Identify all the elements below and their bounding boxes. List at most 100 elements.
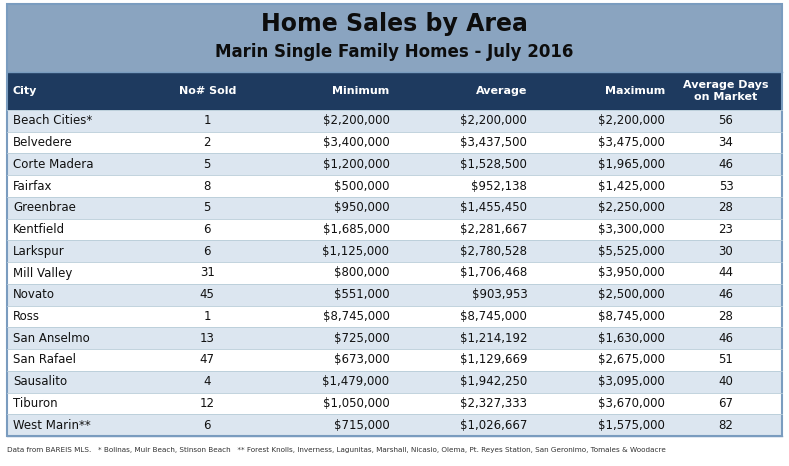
Text: 4: 4 xyxy=(204,375,211,388)
Text: $2,200,000: $2,200,000 xyxy=(323,114,390,127)
Text: Belvedere: Belvedere xyxy=(13,136,73,149)
Text: Ross: Ross xyxy=(13,310,40,323)
Text: 28: 28 xyxy=(719,201,734,214)
Text: 40: 40 xyxy=(719,375,734,388)
Text: San Anselmo: San Anselmo xyxy=(13,332,90,345)
Bar xyxy=(7,4,782,72)
Bar xyxy=(7,219,782,240)
Text: 47: 47 xyxy=(200,353,215,366)
Bar xyxy=(7,197,782,219)
Text: $1,129,669: $1,129,669 xyxy=(460,353,527,366)
Text: Beach Cities*: Beach Cities* xyxy=(13,114,92,127)
Text: $500,000: $500,000 xyxy=(334,179,390,192)
Text: $950,000: $950,000 xyxy=(334,201,390,214)
Bar xyxy=(7,392,782,414)
Text: $715,000: $715,000 xyxy=(334,418,390,432)
Text: $5,525,000: $5,525,000 xyxy=(598,245,665,258)
Text: Kentfield: Kentfield xyxy=(13,223,65,236)
Text: Sausalito: Sausalito xyxy=(13,375,67,388)
Text: $3,950,000: $3,950,000 xyxy=(598,267,665,280)
Text: $1,479,000: $1,479,000 xyxy=(323,375,390,388)
Text: $1,125,000: $1,125,000 xyxy=(323,245,390,258)
Text: Data from BAREIS MLS.   * Bolinas, Muir Beach, Stinson Beach   ** Forest Knolls,: Data from BAREIS MLS. * Bolinas, Muir Be… xyxy=(7,447,666,453)
Text: $903,953: $903,953 xyxy=(472,288,527,301)
Text: $2,500,000: $2,500,000 xyxy=(598,288,665,301)
Text: $3,670,000: $3,670,000 xyxy=(598,397,665,410)
Bar xyxy=(7,284,782,306)
Text: 53: 53 xyxy=(719,179,734,192)
Text: $1,965,000: $1,965,000 xyxy=(598,158,665,171)
Text: 2: 2 xyxy=(204,136,211,149)
Text: $8,745,000: $8,745,000 xyxy=(323,310,390,323)
Text: 67: 67 xyxy=(719,397,734,410)
Text: $1,026,667: $1,026,667 xyxy=(460,418,527,432)
Text: 23: 23 xyxy=(719,223,734,236)
Text: $1,528,500: $1,528,500 xyxy=(461,158,527,171)
Text: 12: 12 xyxy=(200,397,215,410)
Text: $2,200,000: $2,200,000 xyxy=(461,114,527,127)
Bar xyxy=(7,262,782,284)
Text: $2,327,333: $2,327,333 xyxy=(460,397,527,410)
Text: 56: 56 xyxy=(719,114,734,127)
Text: Average: Average xyxy=(476,86,527,96)
Text: $800,000: $800,000 xyxy=(334,267,390,280)
Text: 5: 5 xyxy=(204,201,211,214)
Text: West Marin**: West Marin** xyxy=(13,418,91,432)
Text: $1,200,000: $1,200,000 xyxy=(323,158,390,171)
Text: $3,095,000: $3,095,000 xyxy=(598,375,665,388)
Text: $1,575,000: $1,575,000 xyxy=(598,418,665,432)
Text: Average Days
on Market: Average Days on Market xyxy=(683,80,768,102)
Text: Larkspur: Larkspur xyxy=(13,245,65,258)
Text: 28: 28 xyxy=(719,310,734,323)
Text: 45: 45 xyxy=(200,288,215,301)
Text: $2,200,000: $2,200,000 xyxy=(598,114,665,127)
Text: $2,780,528: $2,780,528 xyxy=(460,245,527,258)
Text: San Rafael: San Rafael xyxy=(13,353,76,366)
Text: $3,300,000: $3,300,000 xyxy=(598,223,665,236)
Text: $1,942,250: $1,942,250 xyxy=(460,375,527,388)
Text: 31: 31 xyxy=(200,267,215,280)
Text: 6: 6 xyxy=(204,245,211,258)
Text: 6: 6 xyxy=(204,223,211,236)
Bar xyxy=(7,132,782,153)
Text: $8,745,000: $8,745,000 xyxy=(461,310,527,323)
Bar xyxy=(7,72,782,110)
Bar xyxy=(7,175,782,197)
Text: $1,050,000: $1,050,000 xyxy=(323,397,390,410)
Text: $3,475,000: $3,475,000 xyxy=(598,136,665,149)
Text: $1,455,450: $1,455,450 xyxy=(460,201,527,214)
Text: 46: 46 xyxy=(719,332,734,345)
Text: $3,437,500: $3,437,500 xyxy=(461,136,527,149)
Text: Mill Valley: Mill Valley xyxy=(13,267,73,280)
Text: 51: 51 xyxy=(719,353,734,366)
Text: Novato: Novato xyxy=(13,288,55,301)
Bar xyxy=(7,306,782,327)
Text: City: City xyxy=(13,86,37,96)
Text: $3,400,000: $3,400,000 xyxy=(323,136,390,149)
Bar xyxy=(7,240,782,262)
Text: Corte Madera: Corte Madera xyxy=(13,158,94,171)
Text: $1,685,000: $1,685,000 xyxy=(323,223,390,236)
Text: Maximum: Maximum xyxy=(605,86,665,96)
Text: $673,000: $673,000 xyxy=(334,353,390,366)
Text: 30: 30 xyxy=(719,245,734,258)
Bar xyxy=(7,371,782,392)
Text: 1: 1 xyxy=(204,114,211,127)
Text: 1: 1 xyxy=(204,310,211,323)
Text: $1,706,468: $1,706,468 xyxy=(460,267,527,280)
Bar xyxy=(7,414,782,436)
Bar xyxy=(7,153,782,175)
Text: $1,425,000: $1,425,000 xyxy=(598,179,665,192)
Text: 6: 6 xyxy=(204,418,211,432)
Text: $2,250,000: $2,250,000 xyxy=(598,201,665,214)
Text: Marin Single Family Homes - July 2016: Marin Single Family Homes - July 2016 xyxy=(215,42,574,61)
Bar xyxy=(7,110,782,132)
Text: $1,630,000: $1,630,000 xyxy=(598,332,665,345)
Text: Greenbrae: Greenbrae xyxy=(13,201,76,214)
Text: 5: 5 xyxy=(204,158,211,171)
Text: Tiburon: Tiburon xyxy=(13,397,58,410)
Text: 34: 34 xyxy=(719,136,734,149)
Text: 46: 46 xyxy=(719,158,734,171)
Text: No# Sold: No# Sold xyxy=(178,86,236,96)
Text: $725,000: $725,000 xyxy=(334,332,390,345)
